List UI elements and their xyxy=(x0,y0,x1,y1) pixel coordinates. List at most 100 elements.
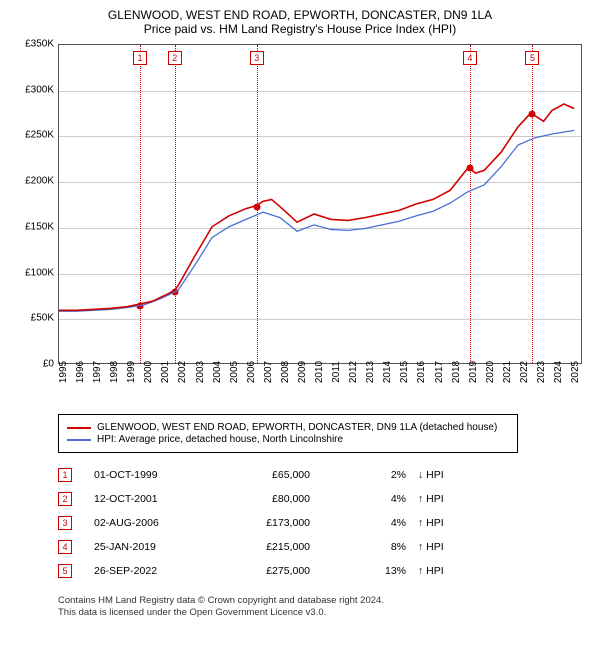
tx-number: 5 xyxy=(58,564,72,578)
gridline xyxy=(59,319,581,320)
tx-date: 02-AUG-2006 xyxy=(94,517,234,529)
tx-price: £215,000 xyxy=(240,541,330,553)
transaction-row: 302-AUG-2006£173,0004%↑ HPI xyxy=(58,511,558,535)
x-tick-label: 2000 xyxy=(143,361,154,383)
tx-price: £80,000 xyxy=(240,493,330,505)
y-tick-label: £150K xyxy=(10,221,54,232)
x-tick-label: 2015 xyxy=(399,361,410,383)
tx-date: 26-SEP-2022 xyxy=(94,565,234,577)
tx-price: £173,000 xyxy=(240,517,330,529)
tx-price: £275,000 xyxy=(240,565,330,577)
x-tick-label: 2009 xyxy=(297,361,308,383)
tx-direction: ↑ HPI xyxy=(412,541,492,553)
gridline xyxy=(59,91,581,92)
tx-number: 1 xyxy=(58,468,72,482)
tx-delta: 4% xyxy=(336,517,406,529)
marker-line xyxy=(532,45,533,363)
marker-number: 4 xyxy=(463,51,477,65)
marker-number: 5 xyxy=(525,51,539,65)
tx-direction: ↑ HPI xyxy=(412,517,492,529)
tx-date: 25-JAN-2019 xyxy=(94,541,234,553)
title-block: GLENWOOD, WEST END ROAD, EPWORTH, DONCAS… xyxy=(10,8,590,36)
gridline xyxy=(59,136,581,137)
x-tick-label: 2001 xyxy=(160,361,171,383)
marker-dot xyxy=(137,302,144,309)
x-tick-label: 2008 xyxy=(280,361,291,383)
x-tick-label: 2024 xyxy=(553,361,564,383)
transaction-row: 2 12-OCT-2001 £80,000 4% ↑ HPI xyxy=(58,487,558,511)
x-tick-label: 1997 xyxy=(92,361,103,383)
transaction-row: 4 25-JAN-2019 £215,000 8% ↑ HPI xyxy=(58,535,558,559)
marker-number: 1 xyxy=(133,51,147,65)
series-line xyxy=(59,104,574,310)
tx-delta: 13% xyxy=(336,565,406,577)
legend-label: HPI: Average price, detached house, Nort… xyxy=(97,434,343,445)
y-tick-label: £250K xyxy=(10,130,54,141)
x-tick-label: 1996 xyxy=(75,361,86,383)
x-tick-label: 2002 xyxy=(177,361,188,383)
gridline xyxy=(59,274,581,275)
legend-swatch xyxy=(67,439,91,441)
tx-delta: 2% xyxy=(336,469,406,481)
x-tick-label: 2023 xyxy=(536,361,547,383)
marker-number: 3 xyxy=(250,51,264,65)
x-tick-label: 2003 xyxy=(195,361,206,383)
x-tick-label: 1999 xyxy=(126,361,137,383)
x-tick-label: 2016 xyxy=(416,361,427,383)
marker-line xyxy=(140,45,141,363)
chart-title: GLENWOOD, WEST END ROAD, EPWORTH, DONCAS… xyxy=(10,8,590,22)
tx-direction: ↓ HPI xyxy=(412,469,492,481)
tx-date: 12-OCT-2001 xyxy=(94,493,234,505)
chart-container: GLENWOOD, WEST END ROAD, EPWORTH, DONCAS… xyxy=(0,0,600,650)
marker-line xyxy=(470,45,471,363)
tx-direction: ↑ HPI xyxy=(412,565,492,577)
tx-direction: ↑ HPI xyxy=(412,493,492,505)
x-tick-label: 2004 xyxy=(212,361,223,383)
x-tick-label: 2019 xyxy=(468,361,479,383)
footer: Contains HM Land Registry data © Crown c… xyxy=(58,595,590,620)
footer-line: Contains HM Land Registry data © Crown c… xyxy=(58,595,590,607)
marker-number: 2 xyxy=(168,51,182,65)
x-tick-label: 2013 xyxy=(365,361,376,383)
legend-swatch xyxy=(67,427,91,429)
marker-line xyxy=(175,45,176,363)
x-tick-label: 2025 xyxy=(570,361,581,383)
x-tick-label: 2012 xyxy=(348,361,359,383)
gridline xyxy=(59,182,581,183)
series-svg xyxy=(59,45,581,363)
legend-item: HPI: Average price, detached house, Nort… xyxy=(67,434,509,445)
tx-number: 2 xyxy=(58,492,72,506)
x-tick-label: 2007 xyxy=(263,361,274,383)
legend-label: GLENWOOD, WEST END ROAD, EPWORTH, DONCAS… xyxy=(97,422,497,433)
marker-dot xyxy=(529,110,536,117)
tx-price: £65,000 xyxy=(240,469,330,481)
plot-area: 1 2 3 4 5 xyxy=(58,44,582,364)
x-tick-label: 2010 xyxy=(314,361,325,383)
transaction-row: 5 26-SEP-2022 £275,000 13% ↑ HPI xyxy=(58,559,558,583)
x-tick-label: 2018 xyxy=(451,361,462,383)
legend-item: GLENWOOD, WEST END ROAD, EPWORTH, DONCAS… xyxy=(67,422,509,433)
chart-area: £0£50K£100K£150K£200K£250K£300K£350K 123… xyxy=(10,40,590,410)
y-tick-label: £350K xyxy=(10,39,54,50)
marker-dot xyxy=(253,203,260,210)
tx-number: 4 xyxy=(58,540,72,554)
tx-delta: 4% xyxy=(336,493,406,505)
x-tick-label: 2022 xyxy=(519,361,530,383)
transaction-table: 101-OCT-1999£65,0002%↓ HPI212-OCT-2001£8… xyxy=(58,463,558,583)
tx-delta: 8% xyxy=(336,541,406,553)
marker-dot xyxy=(171,288,178,295)
x-tick-label: 2014 xyxy=(382,361,393,383)
legend: GLENWOOD, WEST END ROAD, EPWORTH, DONCAS… xyxy=(58,414,518,453)
chart-subtitle: Price paid vs. HM Land Registry's House … xyxy=(10,22,590,36)
x-tick-label: 1995 xyxy=(58,361,69,383)
y-tick-label: £100K xyxy=(10,267,54,278)
transaction-row: 101-OCT-1999£65,0002%↓ HPI xyxy=(58,463,558,487)
y-tick-label: £300K xyxy=(10,84,54,95)
series-line xyxy=(59,130,574,311)
x-tick-label: 2017 xyxy=(434,361,445,383)
x-tick-label: 2011 xyxy=(331,361,342,383)
y-tick-label: £200K xyxy=(10,176,54,187)
x-axis-ticks: 1995199619971998199920002001200220032004… xyxy=(58,368,582,408)
footer-line: This data is licensed under the Open Gov… xyxy=(58,607,590,619)
x-tick-label: 2020 xyxy=(485,361,496,383)
